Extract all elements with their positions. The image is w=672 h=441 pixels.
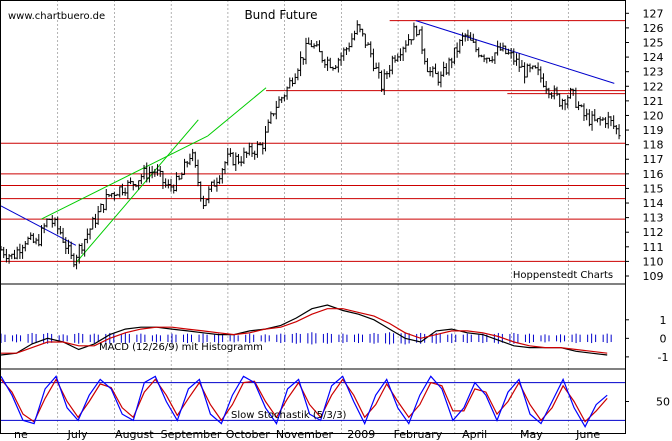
macd-tick-label: 0 [660,332,667,345]
price-tick-label: 119 [643,124,664,137]
trend-line [415,20,615,84]
plot-frame [0,0,626,434]
month-label: 2009 [347,428,375,441]
price-tick-label: 122 [643,80,664,93]
macd-line [0,304,608,356]
stochastic-d-line [0,378,608,423]
month-label: July [67,428,88,441]
grid-layer [57,0,569,434]
price-tick-label: 111 [643,241,664,254]
axis-layer: ne July August September October November 2009… [0,7,670,441]
credit-label: Hoppenstedt Charts [513,270,613,281]
price-tick-label: 124 [643,51,664,64]
macd-panel [0,304,612,356]
price-tick-label: 115 [643,182,664,195]
price-tick-label: 126 [643,22,664,35]
month-label: October [226,428,270,441]
month-label: September [161,428,222,441]
month-label: April [462,428,487,441]
price-tick-label: 112 [643,226,664,239]
stochastic-title: Slow Stochastik (5/3/3) [231,410,347,421]
macd-title: MACD (12/26/9) mit Histogramm [99,342,263,353]
month-label: May [520,428,543,441]
stochastic-panel [0,375,625,428]
month-label: ne [14,428,28,441]
chart-title: Bund Future [244,8,317,22]
macd-signal-line [1,308,608,354]
macd-tick-label: -1 [658,351,669,364]
month-label: February [394,428,443,441]
price-tick-label: 120 [643,109,664,122]
price-tick-label: 123 [643,66,664,79]
month-label: August [115,428,154,441]
stochastic-k-line [0,375,608,428]
price-tick-label: 118 [643,139,664,152]
channel-line [75,119,199,264]
stochastic-tick-label: 50 [656,396,670,409]
month-label: November [276,428,334,441]
price-tick-label: 121 [643,95,664,108]
price-tick-label: 116 [643,168,664,181]
price-tick-label: 127 [643,7,664,20]
macd-tick-label: 1 [660,314,667,327]
price-tick-label: 114 [643,197,664,210]
channel-line [41,135,209,220]
price-tick-label: 110 [643,255,664,268]
price-tick-label: 125 [643,36,664,49]
channel-line [207,87,267,137]
watermark: www.chartbuero.de [8,11,105,22]
month-label: June [575,428,600,441]
price-tick-label: 117 [643,153,664,166]
price-tick-label: 109 [643,270,664,283]
price-tick-label: 113 [643,212,664,225]
price-panel [0,20,625,270]
